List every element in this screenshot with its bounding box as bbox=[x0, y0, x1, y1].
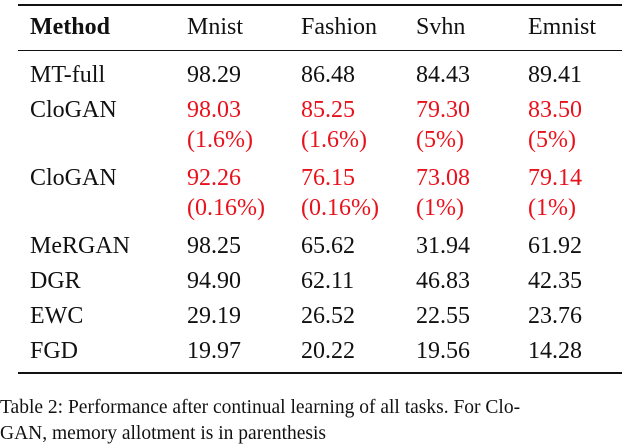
value-cell: 61.92 bbox=[528, 233, 582, 259]
value-cell: 65.62 bbox=[301, 233, 355, 259]
value-cell: 84.43 bbox=[416, 62, 470, 88]
value-cell: 14.28 bbox=[528, 338, 582, 364]
value-cell: 86.48 bbox=[301, 62, 355, 88]
bottom-rule bbox=[18, 372, 622, 374]
method-cell: MeRGAN bbox=[30, 233, 130, 259]
caption: GAN, memory allotment is in parenthesis bbox=[0, 423, 327, 444]
memory-cell: (1.6%) bbox=[301, 127, 367, 153]
value-cell: 79.14 bbox=[528, 165, 582, 191]
method-cell: EWC bbox=[30, 303, 84, 329]
caption: Table 2: Performance after continual lea… bbox=[0, 397, 521, 418]
value-cell: 19.56 bbox=[416, 338, 470, 364]
value-cell: 26.52 bbox=[301, 303, 355, 329]
value-cell: 89.41 bbox=[528, 62, 582, 88]
memory-cell: (1.6%) bbox=[187, 127, 253, 153]
method-cell: CloGAN bbox=[30, 97, 117, 123]
value-cell: 23.76 bbox=[528, 303, 582, 329]
value-cell: 94.90 bbox=[187, 268, 241, 294]
column-header: Mnist bbox=[187, 14, 244, 40]
memory-cell: (5%) bbox=[416, 127, 464, 153]
top-rule bbox=[18, 4, 622, 6]
method-cell: CloGAN bbox=[30, 165, 117, 191]
value-cell: 98.25 bbox=[187, 233, 241, 259]
value-cell: 46.83 bbox=[416, 268, 470, 294]
value-cell: 62.11 bbox=[301, 268, 355, 294]
value-cell: 29.19 bbox=[187, 303, 241, 329]
method-cell: MT-full bbox=[30, 62, 106, 88]
memory-cell: (0.16%) bbox=[187, 195, 265, 221]
value-cell: 92.26 bbox=[187, 165, 241, 191]
value-cell: 19.97 bbox=[187, 338, 241, 364]
column-header: Svhn bbox=[416, 14, 466, 40]
method-cell: FGD bbox=[30, 338, 79, 364]
value-cell: 83.50 bbox=[528, 97, 582, 123]
method-cell: DGR bbox=[30, 268, 81, 294]
value-cell: 42.35 bbox=[528, 268, 582, 294]
value-cell: 79.30 bbox=[416, 97, 470, 123]
value-cell: 31.94 bbox=[416, 233, 470, 259]
value-cell: 85.25 bbox=[301, 97, 355, 123]
memory-cell: (5%) bbox=[528, 127, 576, 153]
column-header: Emnist bbox=[528, 14, 597, 40]
value-cell: 20.22 bbox=[301, 338, 355, 364]
column-header: Method bbox=[30, 14, 110, 40]
value-cell: 22.55 bbox=[416, 303, 470, 329]
header-rule bbox=[18, 50, 622, 51]
column-header: Fashion bbox=[301, 14, 378, 40]
memory-cell: (1%) bbox=[416, 195, 464, 221]
value-cell: 98.03 bbox=[187, 97, 241, 123]
memory-cell: (1%) bbox=[528, 195, 576, 221]
memory-cell: (0.16%) bbox=[301, 195, 379, 221]
value-cell: 98.29 bbox=[187, 62, 241, 88]
value-cell: 73.08 bbox=[416, 165, 470, 191]
value-cell: 76.15 bbox=[301, 165, 355, 191]
